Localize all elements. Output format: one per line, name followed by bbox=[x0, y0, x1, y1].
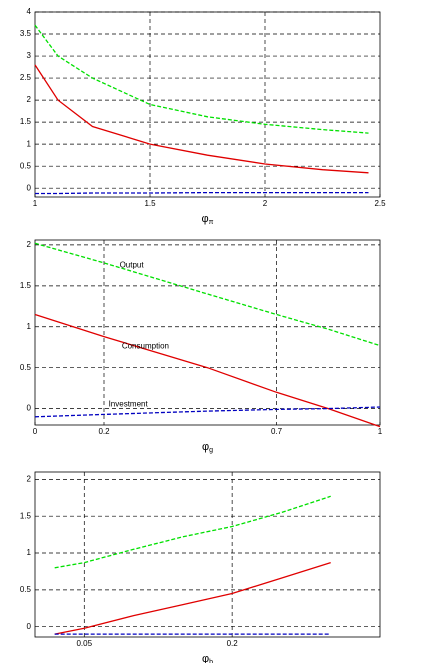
series-line bbox=[34, 313, 381, 428]
series-line bbox=[54, 561, 331, 635]
y-tick-label: 0.5 bbox=[20, 585, 32, 594]
x-label-subscript: π bbox=[209, 219, 214, 226]
x-tick-label: 0.2 bbox=[98, 427, 110, 436]
y-tick-label: 0.5 bbox=[20, 363, 32, 372]
y-tick-label: 2 bbox=[27, 474, 32, 483]
y-tick-label: 4 bbox=[27, 7, 32, 16]
x-tick-label: 0.05 bbox=[76, 639, 92, 648]
series-line bbox=[34, 242, 381, 347]
y-tick-label: 1 bbox=[27, 139, 32, 148]
plot-frame bbox=[34, 239, 381, 426]
y-tick-label: 2.5 bbox=[20, 73, 32, 82]
x-tick-label: 0 bbox=[33, 427, 38, 436]
x-tick-label: 0.2 bbox=[227, 639, 239, 648]
x-label-subscript: g bbox=[209, 447, 213, 454]
annotation: Investment bbox=[109, 400, 149, 409]
x-axis-label: φb bbox=[202, 653, 213, 663]
y-tick-label: 1.5 bbox=[20, 117, 32, 126]
y-tick-label: 1 bbox=[27, 322, 32, 331]
series-line bbox=[34, 64, 369, 174]
series-line bbox=[54, 495, 331, 569]
x-tick-label: 2 bbox=[263, 199, 268, 208]
x-tick-label: 1.5 bbox=[144, 199, 156, 208]
series-line bbox=[34, 24, 369, 134]
plot-frame bbox=[34, 11, 381, 198]
x-axis-label: φπ bbox=[202, 213, 214, 226]
annotation: Consumption bbox=[122, 342, 169, 351]
y-tick-label: 1.5 bbox=[20, 281, 32, 290]
x-tick-label: 1 bbox=[378, 427, 383, 436]
y-tick-label: 0.5 bbox=[20, 161, 32, 170]
series-line bbox=[35, 191, 369, 195]
y-tick-label: 3.5 bbox=[20, 29, 32, 38]
y-tick-label: 2 bbox=[27, 95, 32, 104]
x-tick-label: 2.5 bbox=[374, 199, 386, 208]
y-tick-label: 1.5 bbox=[20, 511, 32, 520]
x-tick-label: 1 bbox=[33, 199, 38, 208]
plot-frame bbox=[34, 471, 381, 638]
x-tick-label: 0.7 bbox=[271, 427, 283, 436]
x-label-symbol: φ bbox=[202, 653, 209, 663]
series-line bbox=[34, 406, 381, 418]
x-axis-label: φg bbox=[202, 441, 213, 454]
x-label-symbol: φ bbox=[202, 213, 209, 225]
y-tick-label: 1 bbox=[27, 548, 32, 557]
y-tick-label: 0 bbox=[27, 622, 32, 631]
x-label-symbol: φ bbox=[202, 441, 209, 453]
y-tick-label: 0 bbox=[27, 183, 32, 192]
y-tick-label: 3 bbox=[27, 51, 32, 60]
annotation: Output bbox=[120, 260, 145, 269]
y-tick-label: 2 bbox=[27, 240, 32, 249]
x-label-subscript: b bbox=[209, 659, 213, 663]
y-tick-label: 0 bbox=[27, 404, 32, 413]
